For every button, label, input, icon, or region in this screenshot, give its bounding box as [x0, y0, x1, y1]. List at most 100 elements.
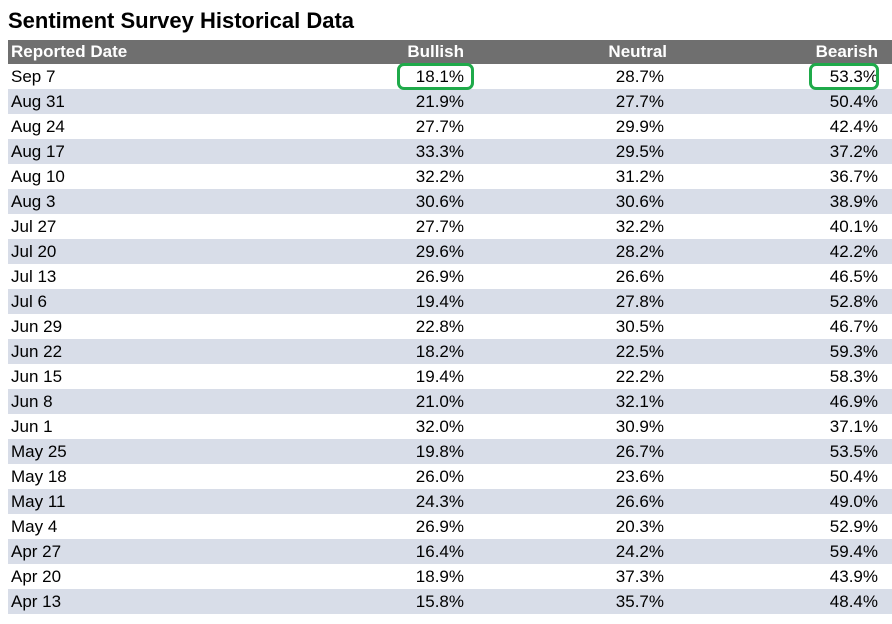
cell-reported-date: Aug 31 [11, 92, 65, 111]
cell-bullish: 27.7% [415, 117, 464, 136]
cell-bullish: 29.6% [415, 242, 464, 261]
cell-bearish: 48.4% [829, 592, 878, 611]
table-row: Jun 15 19.4% 22.2% 58.3% [8, 364, 892, 389]
table-row: May 18 26.0% 23.6% 50.4% [8, 464, 892, 489]
cell-bullish: 21.0% [415, 392, 464, 411]
cell-reported-date: Aug 3 [11, 192, 56, 211]
cell-reported-date: Jul 6 [11, 292, 47, 311]
sentiment-table: Reported Date Bullish Neutral Bearish Se… [8, 40, 892, 614]
cell-neutral: 23.6% [615, 467, 664, 486]
table-row: Aug 17 33.3% 29.5% 37.2% [8, 139, 892, 164]
cell-neutral: 32.1% [615, 392, 664, 411]
cell-neutral: 27.8% [615, 292, 664, 311]
cell-reported-date: Jul 27 [11, 217, 57, 236]
cell-bearish: 50.4% [829, 92, 878, 111]
cell-bearish: 43.9% [829, 567, 878, 586]
table-row: Apr 20 18.9% 37.3% 43.9% [8, 564, 892, 589]
cell-neutral: 30.6% [615, 192, 664, 211]
table-row: May 25 19.8% 26.7% 53.5% [8, 439, 892, 464]
cell-neutral: 35.7% [615, 592, 664, 611]
cell-bearish: 59.3% [829, 342, 878, 361]
cell-bearish: 38.9% [829, 192, 878, 211]
table-row: Jul 6 19.4% 27.8% 52.8% [8, 289, 892, 314]
cell-bearish: 59.4% [829, 542, 878, 561]
header-bearish: Bearish [815, 42, 878, 61]
cell-bullish: 30.6% [415, 192, 464, 211]
cell-bearish: 58.3% [829, 367, 878, 386]
cell-bearish: 52.8% [829, 292, 878, 311]
cell-bullish: 22.8% [415, 317, 464, 336]
table-row: Aug 10 32.2% 31.2% 36.7% [8, 164, 892, 189]
cell-reported-date: Aug 24 [11, 117, 65, 136]
cell-neutral: 29.9% [615, 117, 664, 136]
cell-bullish: 19.8% [415, 442, 464, 461]
table-row: Jul 13 26.9% 26.6% 46.5% [8, 264, 892, 289]
table-row: Jun 22 18.2% 22.5% 59.3% [8, 339, 892, 364]
cell-bullish: 18.1% [415, 67, 464, 86]
header-bullish: Bullish [407, 42, 464, 61]
cell-reported-date: Jul 20 [11, 242, 57, 261]
cell-bearish: 46.7% [829, 317, 878, 336]
cell-bearish: 36.7% [829, 167, 878, 186]
cell-bearish: 40.1% [829, 217, 878, 236]
cell-neutral: 22.2% [615, 367, 664, 386]
cell-bullish: 21.9% [415, 92, 464, 111]
page-title: Sentiment Survey Historical Data [8, 8, 355, 33]
cell-reported-date: Jun 15 [11, 367, 63, 386]
table-header-row: Reported Date Bullish Neutral Bearish [8, 40, 892, 64]
cell-neutral: 24.2% [615, 542, 664, 561]
cell-bullish: 33.3% [415, 142, 464, 161]
cell-bearish: 46.5% [829, 267, 878, 286]
cell-bearish: 37.2% [829, 142, 878, 161]
cell-neutral: 20.3% [615, 517, 664, 536]
cell-reported-date: May 4 [11, 517, 58, 536]
cell-neutral: 27.7% [615, 92, 664, 111]
cell-bullish: 16.4% [415, 542, 464, 561]
cell-bearish: 46.9% [829, 392, 878, 411]
cell-reported-date: Aug 17 [11, 142, 65, 161]
table-row: Aug 31 21.9% 27.7% 50.4% [8, 89, 892, 114]
cell-reported-date: May 11 [11, 492, 66, 511]
cell-neutral: 29.5% [615, 142, 664, 161]
cell-bullish: 19.4% [415, 367, 464, 386]
cell-reported-date: May 25 [11, 442, 67, 461]
table-row: Aug 3 30.6% 30.6% 38.9% [8, 189, 892, 214]
cell-neutral: 26.6% [615, 267, 664, 286]
table-row: Jul 27 27.7% 32.2% 40.1% [8, 214, 892, 239]
cell-bearish: 53.3% [829, 67, 878, 86]
cell-reported-date: Jun 22 [11, 342, 63, 361]
cell-neutral: 37.3% [615, 567, 664, 586]
cell-reported-date: Jun 29 [11, 317, 63, 336]
cell-reported-date: May 18 [11, 467, 67, 486]
cell-bullish: 18.2% [415, 342, 464, 361]
cell-neutral: 32.2% [615, 217, 664, 236]
cell-bullish: 27.7% [415, 217, 464, 236]
table-body: Sep 7 18.1% 28.7% 53.3% Aug 31 21.9% 27.7% 50.4… [8, 64, 892, 614]
cell-bearish: 42.4% [829, 117, 878, 136]
cell-bearish: 50.4% [829, 467, 878, 486]
cell-bearish: 53.5% [829, 442, 878, 461]
table-row: Apr 27 16.4% 24.2% 59.4% [8, 539, 892, 564]
cell-reported-date: Apr 20 [11, 567, 62, 586]
cell-bullish: 26.9% [415, 267, 464, 286]
table-row: Jun 1 32.0% 30.9% 37.1% [8, 414, 892, 439]
header-neutral: Neutral [608, 42, 667, 61]
cell-bearish: 49.0% [829, 492, 878, 511]
cell-reported-date: Jun 8 [11, 392, 53, 411]
cell-neutral: 30.9% [615, 417, 664, 436]
cell-bullish: 24.3% [415, 492, 464, 511]
table-row: Jun 29 22.8% 30.5% 46.7% [8, 314, 892, 339]
cell-bullish: 32.0% [415, 417, 464, 436]
table-row: Jun 8 21.0% 32.1% 46.9% [8, 389, 892, 414]
table-row: May 4 26.9% 20.3% 52.9% [8, 514, 892, 539]
cell-neutral: 22.5% [615, 342, 664, 361]
cell-bullish: 26.9% [415, 517, 464, 536]
table-row: Aug 24 27.7% 29.9% 42.4% [8, 114, 892, 139]
cell-neutral: 28.7% [615, 67, 664, 86]
cell-reported-date: Apr 27 [11, 542, 62, 561]
cell-neutral: 30.5% [615, 317, 664, 336]
table-row: Apr 13 15.8% 35.7% 48.4% [8, 589, 892, 614]
cell-bearish: 42.2% [829, 242, 878, 261]
cell-bullish: 18.9% [415, 567, 464, 586]
table-row: May 11 24.3% 26.6% 49.0% [8, 489, 892, 514]
